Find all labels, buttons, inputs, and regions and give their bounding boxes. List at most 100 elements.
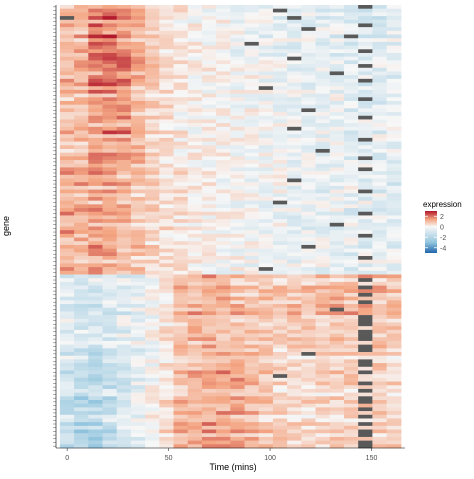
heatmap-cell [287, 200, 302, 205]
heatmap-cell [315, 12, 331, 17]
heatmap-cell [301, 171, 317, 176]
heatmap-cell [329, 67, 345, 72]
heatmap-cell [201, 126, 217, 131]
heatmap-cell [315, 19, 331, 24]
heatmap-cell [272, 52, 288, 57]
heatmap-cell [230, 156, 246, 161]
heatmap-cell [102, 285, 118, 290]
heatmap-cell [230, 52, 246, 57]
heatmap-cell [258, 104, 274, 109]
heatmap-cell [258, 374, 274, 379]
heatmap-cell [386, 34, 402, 39]
heatmap-cell [130, 97, 146, 102]
heatmap-cell [201, 403, 217, 408]
heatmap-cell [372, 222, 388, 227]
heatmap-cell [74, 112, 89, 117]
heatmap-cell [358, 38, 373, 43]
heatmap-cell [343, 41, 359, 46]
heatmap-cell [244, 123, 260, 128]
heatmap-cell [159, 130, 175, 135]
heatmap-cell [287, 167, 302, 172]
heatmap-cell [287, 64, 302, 69]
heatmap-cell [116, 252, 132, 257]
heatmap-cell [372, 304, 388, 309]
heatmap-cell [315, 414, 331, 419]
heatmap-cell [102, 148, 118, 153]
heatmap-cell [88, 75, 104, 80]
heatmap-cell [329, 425, 345, 430]
heatmap-cell [102, 204, 118, 209]
heatmap-cell [301, 52, 317, 57]
heatmap-cell [258, 137, 274, 142]
heatmap-cell [74, 211, 89, 216]
heatmap-cell [230, 388, 246, 393]
heatmap-cell [187, 381, 203, 386]
heatmap-cell [145, 411, 160, 416]
heatmap-cell [145, 289, 160, 294]
heatmap-cell [372, 270, 388, 275]
heatmap-cell [315, 318, 331, 323]
heatmap-cell [159, 392, 175, 397]
heatmap-cell [272, 226, 288, 231]
heatmap-cell [386, 148, 402, 153]
heatmap-cell [88, 23, 104, 28]
heatmap-cell [287, 359, 302, 364]
heatmap-cell [329, 219, 345, 224]
heatmap-cell [102, 56, 118, 61]
heatmap-cell [216, 178, 231, 183]
heatmap-cell [130, 156, 146, 161]
heatmap-cell [258, 19, 274, 24]
heatmap-cell [258, 256, 274, 261]
heatmap-cell [201, 344, 217, 349]
heatmap-cell [244, 333, 260, 338]
heatmap-cell [386, 315, 402, 320]
heatmap-cell [386, 263, 402, 268]
heatmap-cell [372, 23, 388, 28]
heatmap-cell [230, 370, 246, 375]
heatmap-cell [173, 304, 189, 309]
heatmap-cell [258, 86, 274, 91]
heatmap-cell [116, 414, 132, 419]
heatmap-cell [159, 100, 175, 105]
heatmap-cell [315, 403, 331, 408]
heatmap-cell [216, 337, 231, 342]
heatmap-cell [145, 160, 160, 165]
heatmap-cell [173, 49, 189, 54]
heatmap-cell [343, 27, 359, 32]
heatmap-cell [59, 67, 75, 72]
heatmap-cell [258, 418, 274, 423]
heatmap-cell [372, 100, 388, 105]
heatmap-cell [116, 329, 132, 334]
heatmap-cell [187, 23, 203, 28]
heatmap-cell [230, 34, 246, 39]
heatmap-cell [130, 178, 146, 183]
heatmap-cell [287, 52, 302, 57]
heatmap-cell [74, 93, 89, 98]
heatmap-cell [59, 411, 75, 416]
heatmap-cell [315, 429, 331, 434]
heatmap-cell [201, 444, 217, 449]
heatmap-cell [173, 163, 189, 168]
heatmap-cell [258, 71, 274, 76]
heatmap-cell [329, 407, 345, 412]
heatmap-cell [173, 82, 189, 87]
heatmap-cell [329, 429, 345, 434]
heatmap-cell [386, 67, 402, 72]
heatmap-cell [301, 163, 317, 168]
heatmap-cell [59, 49, 75, 54]
heatmap-cell [173, 208, 189, 213]
heatmap-cell [272, 115, 288, 120]
heatmap-cell [358, 12, 373, 17]
heatmap-cell [201, 123, 217, 128]
heatmap-cell [272, 259, 288, 264]
heatmap-cell [187, 337, 203, 342]
x-tick-label: 50 [165, 455, 173, 462]
heatmap-cell [216, 115, 231, 120]
heatmap-cell [272, 230, 288, 235]
heatmap-cell [216, 385, 231, 390]
heatmap-cell [116, 388, 132, 393]
heatmap-cell [187, 12, 203, 17]
heatmap-cell [230, 304, 246, 309]
heatmap-cell [343, 19, 359, 24]
heatmap-cell [343, 193, 359, 198]
